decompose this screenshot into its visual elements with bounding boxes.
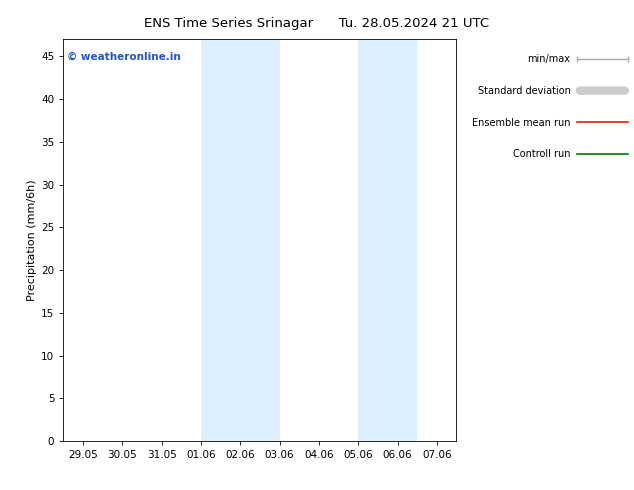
Bar [201, 39, 280, 441]
Text: Ensemble mean run: Ensemble mean run [472, 118, 571, 127]
Y-axis label: Precipitation (mm/6h): Precipitation (mm/6h) [27, 179, 37, 301]
Text: Standard deviation: Standard deviation [478, 86, 571, 96]
Text: Controll run: Controll run [513, 149, 571, 159]
Text: ENS Time Series Srinagar      Tu. 28.05.2024 21 UTC: ENS Time Series Srinagar Tu. 28.05.2024 … [145, 17, 489, 30]
Bar [358, 39, 417, 441]
Text: © weatheronline.in: © weatheronline.in [67, 51, 181, 61]
Text: min/max: min/max [527, 54, 571, 64]
